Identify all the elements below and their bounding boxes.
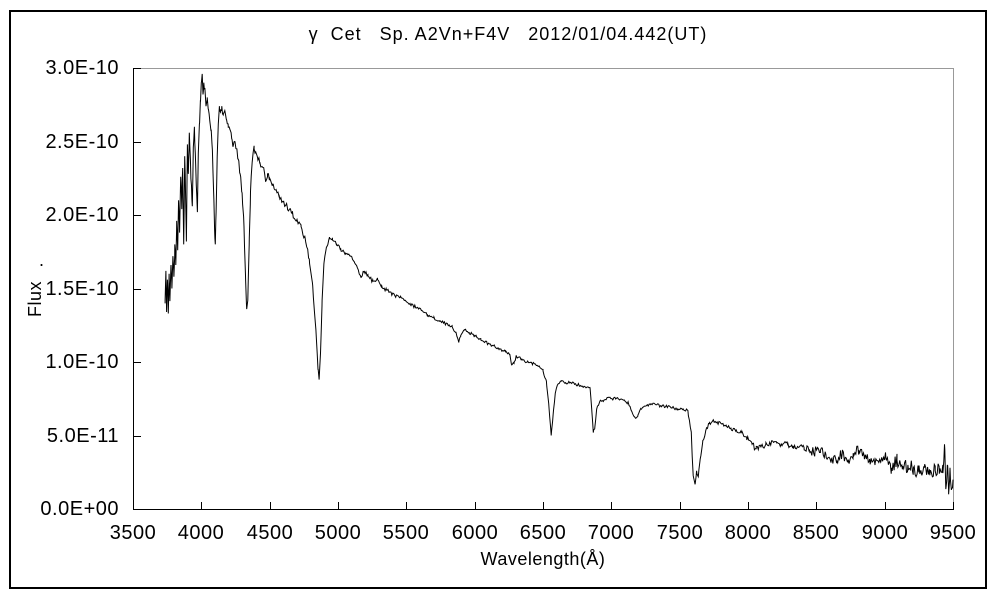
x-tick-label: 3500	[109, 522, 157, 544]
x-tick-label: 9500	[929, 522, 977, 544]
y-tick-label: 2.0E-10	[45, 204, 119, 226]
x-tick-label: 9000	[861, 522, 909, 544]
y-axis-annotation-dot: .	[39, 250, 45, 270]
chart-title: γ Cet Sp. A2Vn+F4V 2012/01/04.442(UT)	[308, 24, 708, 44]
x-tick-label: 6500	[519, 522, 567, 544]
image-border	[9, 10, 987, 589]
x-tick-label: 7500	[656, 522, 704, 544]
x-tick-label: 4500	[246, 522, 294, 544]
y-tick-label: 3.0E-10	[45, 57, 119, 79]
x-tick-label: 5500	[382, 522, 430, 544]
x-tick-label: 8000	[724, 522, 772, 544]
x-tick-label: 5000	[314, 522, 362, 544]
y-tick-label: 1.5E-10	[45, 278, 119, 300]
x-tick-label: 4000	[177, 522, 225, 544]
spectrum-line	[164, 73, 954, 495]
y-tick-label: 2.5E-10	[45, 131, 119, 153]
plot-frame	[133, 68, 954, 510]
y-tick-label: 1.0E-10	[45, 351, 119, 373]
x-tick-label: 6000	[451, 522, 499, 544]
x-axis-title: Wavelength(Å)	[480, 549, 606, 569]
x-tick-label: 7000	[587, 522, 635, 544]
y-tick-label: 0.0E+00	[40, 498, 119, 520]
x-tick-label: 8500	[792, 522, 840, 544]
y-tick-label: 5.0E-11	[46, 425, 119, 447]
